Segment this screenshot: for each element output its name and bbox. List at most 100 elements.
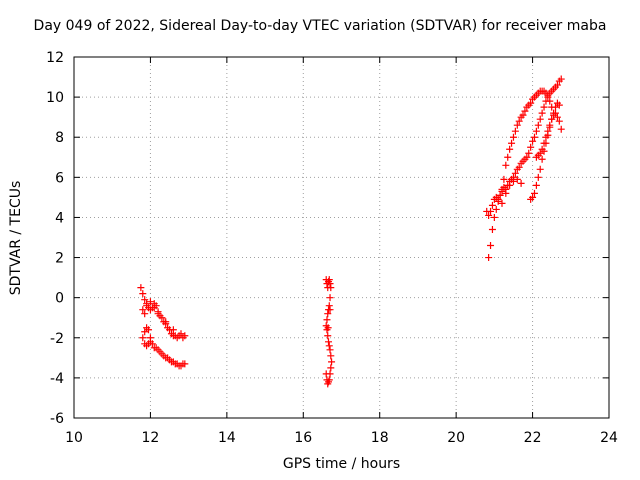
data-point [519, 111, 527, 119]
data-point [137, 284, 145, 292]
series-arc-21-22h-middle [483, 75, 565, 219]
data-point [146, 298, 154, 306]
data-point [509, 177, 517, 185]
data-point [324, 324, 332, 332]
series-arc-21-22h-rising [485, 87, 556, 262]
data-point [553, 113, 561, 121]
data-point [509, 133, 517, 141]
data-point [544, 93, 552, 101]
data-point [546, 121, 554, 129]
y-tick-label: 4 [55, 210, 64, 226]
data-point [534, 121, 542, 129]
data-point [181, 360, 189, 368]
x-tick-label: 14 [218, 430, 236, 446]
data-point [177, 330, 185, 338]
data-point [181, 332, 189, 340]
data-point [141, 296, 149, 304]
x-tick-label: 10 [65, 430, 83, 446]
series-arc-16.6h [322, 276, 336, 388]
data-point [536, 165, 544, 173]
data-point [150, 304, 158, 312]
data-point [323, 316, 331, 324]
x-tick-label: 12 [142, 430, 160, 446]
data-point [324, 310, 332, 318]
data-point [527, 143, 535, 151]
data-point [327, 364, 335, 372]
data-point [529, 137, 537, 145]
data-point [141, 310, 149, 318]
data-point [553, 81, 561, 89]
data-point [139, 306, 147, 314]
data-point [515, 163, 523, 171]
data-point [555, 117, 563, 125]
data-point [326, 306, 334, 314]
data-point [327, 284, 335, 292]
data-point [326, 280, 334, 288]
data-point [324, 380, 332, 388]
data-point [513, 121, 521, 129]
data-point [513, 175, 521, 183]
y-tick-label: 0 [55, 291, 64, 307]
data-point [532, 127, 540, 135]
data-point [544, 127, 552, 135]
data-point [139, 334, 147, 342]
data-point [158, 314, 166, 322]
plot-frame [73, 56, 610, 419]
data-point [511, 169, 519, 177]
data-point [323, 376, 331, 384]
data-point [139, 290, 147, 298]
data-point [557, 125, 565, 133]
data-point [542, 97, 550, 105]
data-point [529, 193, 537, 201]
y-tick-label: -6 [50, 411, 64, 427]
data-point [492, 205, 500, 213]
data-point [548, 115, 556, 123]
data-point [488, 201, 496, 209]
data-point [530, 133, 538, 141]
data-point [143, 302, 151, 310]
y-tick-label: 8 [55, 130, 64, 146]
data-point [550, 111, 558, 119]
data-point [327, 352, 335, 360]
data-point [485, 211, 493, 219]
data-point [555, 101, 563, 109]
data-point [494, 195, 502, 203]
data-point [542, 133, 550, 141]
grid-lines [74, 57, 609, 418]
data-point [498, 199, 506, 207]
chart-title: Day 049 of 2022, Sidereal Day-to-day VTE… [33, 18, 607, 34]
data-point [325, 302, 333, 310]
data-point [502, 189, 510, 197]
data-point [162, 318, 170, 326]
data-point [540, 103, 548, 111]
data-point [527, 99, 535, 107]
data-point [530, 189, 538, 197]
data-point [508, 139, 516, 147]
y-tick-label: 12 [46, 50, 64, 66]
data-point [490, 213, 498, 221]
data-point [496, 191, 504, 199]
y-tick-label: -2 [50, 331, 64, 347]
data-point [511, 127, 519, 135]
data-point [521, 107, 529, 115]
data-point [525, 149, 533, 157]
data-point [488, 225, 496, 233]
data-points [137, 75, 565, 388]
data-point [515, 117, 523, 125]
data-point [532, 153, 540, 161]
data-point [141, 328, 149, 336]
y-tick-label: 6 [55, 170, 64, 186]
x-tick-label: 24 [600, 430, 618, 446]
data-point [498, 187, 506, 195]
data-point [534, 173, 542, 181]
data-point [504, 153, 512, 161]
data-point [552, 103, 559, 111]
data-point [500, 175, 508, 183]
y-axis-label: SDTVAR / TECUs [8, 180, 24, 296]
x-axis-label: GPS time / hours [282, 456, 401, 472]
y-tick-label: 10 [46, 90, 64, 106]
x-tick-label: 22 [524, 430, 542, 446]
data-point [324, 332, 332, 340]
data-point [487, 207, 495, 215]
